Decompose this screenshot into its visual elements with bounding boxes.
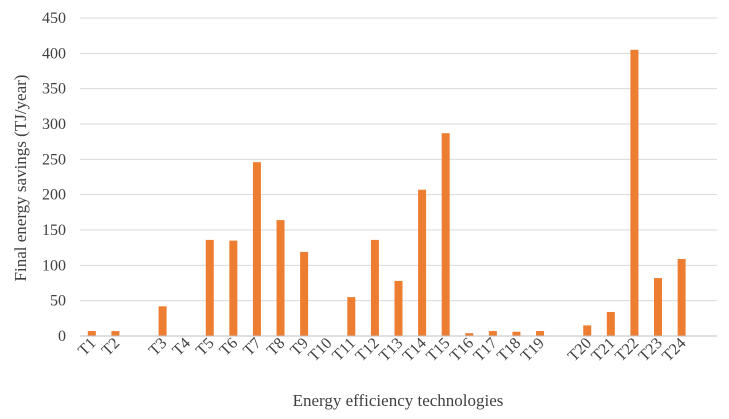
y-tick-label: 50 bbox=[50, 293, 66, 310]
bar-t3 bbox=[158, 306, 167, 336]
bar-t12 bbox=[370, 239, 379, 336]
y-tick-label: 0 bbox=[58, 328, 66, 345]
y-tick-label: 150 bbox=[42, 222, 66, 239]
bar-t6 bbox=[229, 240, 238, 336]
bar-t21 bbox=[606, 311, 615, 336]
x-tick-label: T2 bbox=[99, 335, 124, 360]
y-tick-label: 300 bbox=[42, 116, 66, 133]
y-tick-label: 100 bbox=[42, 257, 66, 274]
bar-t23 bbox=[654, 278, 663, 336]
x-tick-label: T6 bbox=[217, 335, 242, 360]
bar-t9 bbox=[300, 251, 309, 336]
bar-t16 bbox=[465, 333, 474, 336]
bar-t19 bbox=[536, 331, 545, 336]
y-tick-label: 400 bbox=[42, 45, 66, 62]
bar-t14 bbox=[418, 189, 427, 336]
y-tick-label: 350 bbox=[42, 81, 66, 98]
bar-t1 bbox=[87, 331, 96, 336]
bar-t15 bbox=[441, 133, 450, 336]
y-tick-label: 250 bbox=[42, 151, 66, 168]
bar-t8 bbox=[276, 220, 285, 336]
bar-t2 bbox=[111, 331, 120, 336]
x-tick-label: T24 bbox=[659, 335, 689, 365]
bar-t5 bbox=[205, 239, 214, 336]
x-tick-label: T1 bbox=[75, 335, 100, 360]
x-tick-label: T8 bbox=[264, 335, 289, 360]
bar-t22 bbox=[630, 49, 639, 337]
bar-t13 bbox=[394, 280, 403, 336]
bar-t17 bbox=[488, 331, 497, 336]
x-tick-label: T3 bbox=[146, 335, 171, 360]
y-tick-label: 450 bbox=[42, 10, 66, 27]
y-axis-title: Final energy savings (TJ/year) bbox=[11, 75, 30, 282]
x-tick-label: T5 bbox=[193, 335, 218, 360]
x-axis-title: Energy efficiency technologies bbox=[293, 391, 504, 410]
x-tick-label: T7 bbox=[240, 335, 265, 360]
bar-t11 bbox=[347, 297, 356, 336]
x-tick-label: T19 bbox=[518, 335, 548, 365]
bar-t18 bbox=[512, 331, 521, 336]
y-tick-labels: 0 50 100 150 200 250 300 350 400 450 bbox=[42, 10, 66, 345]
bar-t24 bbox=[677, 258, 686, 336]
y-tick-label: 200 bbox=[42, 187, 66, 204]
bar-t20 bbox=[583, 325, 592, 336]
gridlines bbox=[80, 17, 717, 302]
x-tick-label: T4 bbox=[169, 335, 194, 360]
bar-series bbox=[87, 49, 686, 337]
bar-t7 bbox=[252, 162, 261, 336]
